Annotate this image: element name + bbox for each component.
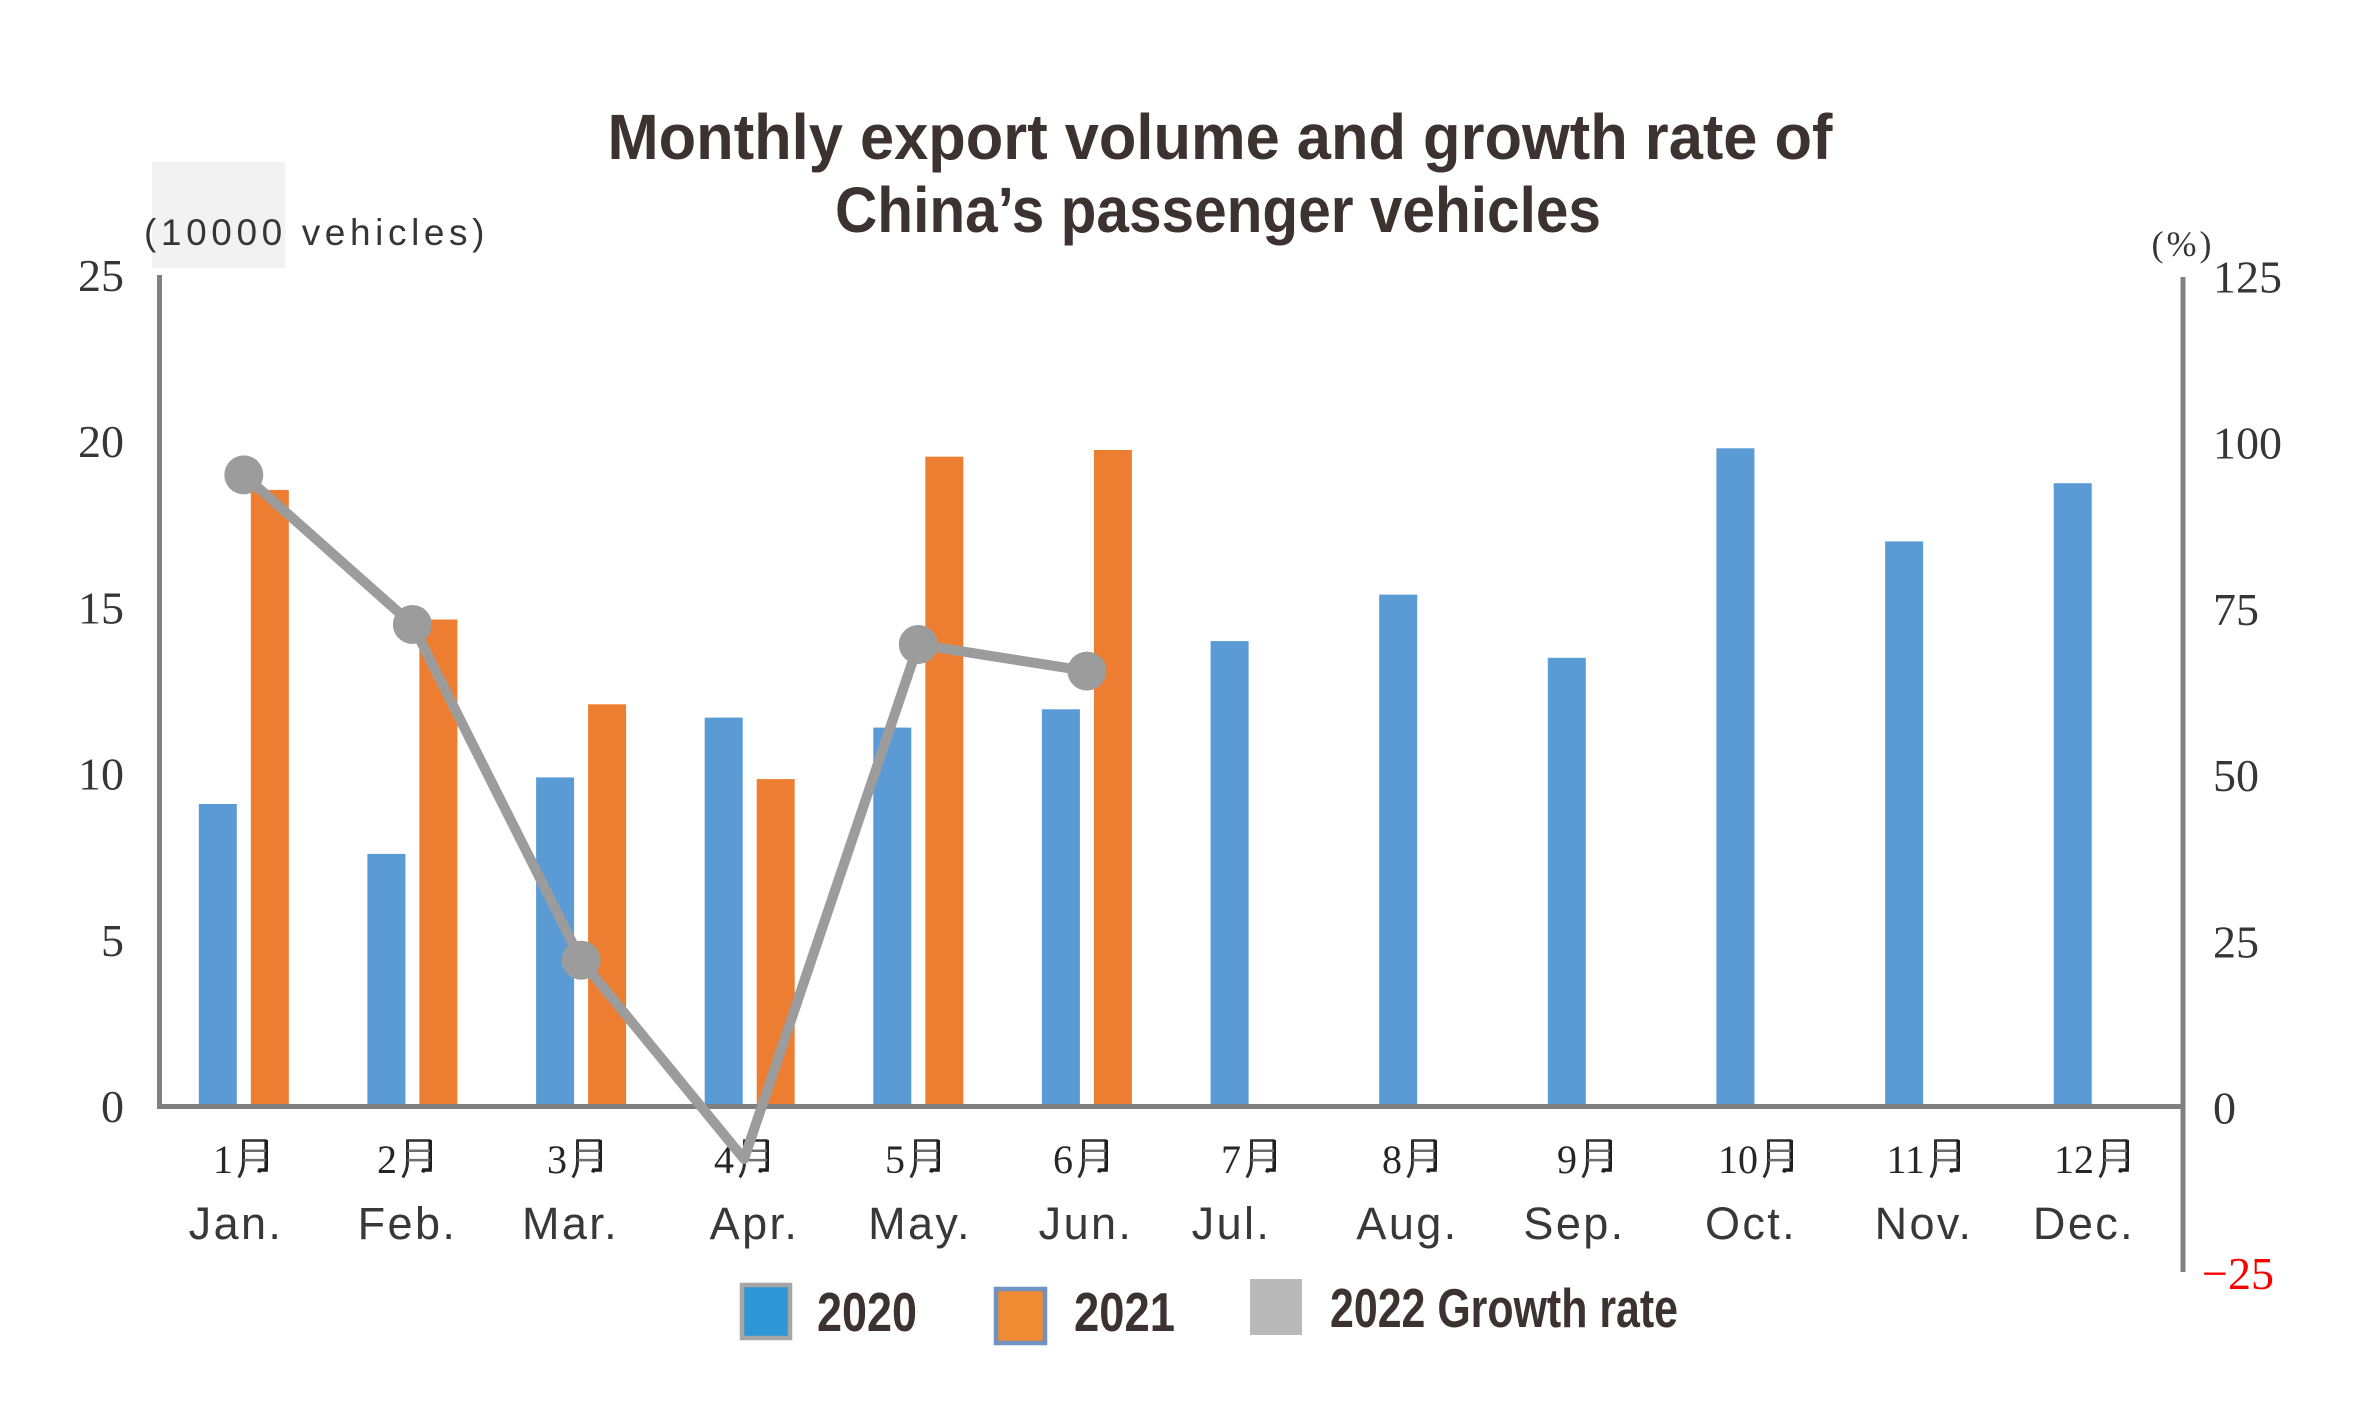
svg-text:2022 Growth rate: 2022 Growth rate [1330,1277,1678,1339]
svg-text:7: 7 [1221,1137,1241,1182]
svg-text:May.: May. [868,1198,972,1249]
svg-text:20: 20 [78,416,124,467]
svg-text:Mar.: Mar. [522,1198,619,1249]
svg-text:Dec.: Dec. [2033,1198,2135,1249]
svg-text:0: 0 [101,1081,124,1132]
svg-text:8: 8 [1382,1137,1402,1182]
svg-text:Apr.: Apr. [710,1198,800,1249]
svg-text:10: 10 [1718,1137,1758,1182]
svg-text:10: 10 [78,749,124,800]
svg-text:Aug.: Aug. [1356,1198,1458,1249]
svg-text:15: 15 [78,582,124,633]
svg-text:125: 125 [2213,252,2282,303]
svg-text:(%): (%) [2152,224,2215,264]
svg-text:25: 25 [78,250,124,301]
svg-text:(10000 vehicles): (10000 vehicles) [144,212,489,253]
svg-text:Monthly export volume and grow: Monthly export volume and growth rate of [608,101,1834,173]
svg-text:11: 11 [1886,1137,1925,1182]
svg-text:−25: −25 [2202,1248,2274,1299]
svg-text:2021: 2021 [1074,1281,1175,1343]
svg-text:2020: 2020 [817,1281,917,1343]
svg-text:China’s passenger vehicles: China’s passenger vehicles [835,174,1601,246]
svg-text:6: 6 [1053,1137,1073,1182]
svg-text:25: 25 [2213,916,2259,967]
svg-text:Sep.: Sep. [1523,1198,1625,1249]
svg-text:5: 5 [885,1137,905,1182]
svg-text:Jun.: Jun. [1039,1198,1134,1249]
svg-text:5: 5 [101,915,124,966]
svg-text:100: 100 [2213,418,2282,469]
svg-text:Oct.: Oct. [1705,1198,1797,1249]
svg-text:2: 2 [377,1137,397,1182]
svg-text:Nov.: Nov. [1875,1198,1974,1249]
svg-text:12: 12 [2054,1137,2094,1182]
svg-text:50: 50 [2213,750,2259,801]
svg-text:0: 0 [2213,1083,2236,1134]
svg-text:3: 3 [547,1137,567,1182]
svg-text:Feb.: Feb. [358,1198,458,1249]
svg-text:Jul.: Jul. [1192,1198,1272,1249]
svg-text:9: 9 [1557,1137,1577,1182]
svg-text:75: 75 [2213,584,2259,635]
svg-text:1: 1 [213,1137,233,1182]
svg-text:Jan.: Jan. [189,1198,284,1249]
